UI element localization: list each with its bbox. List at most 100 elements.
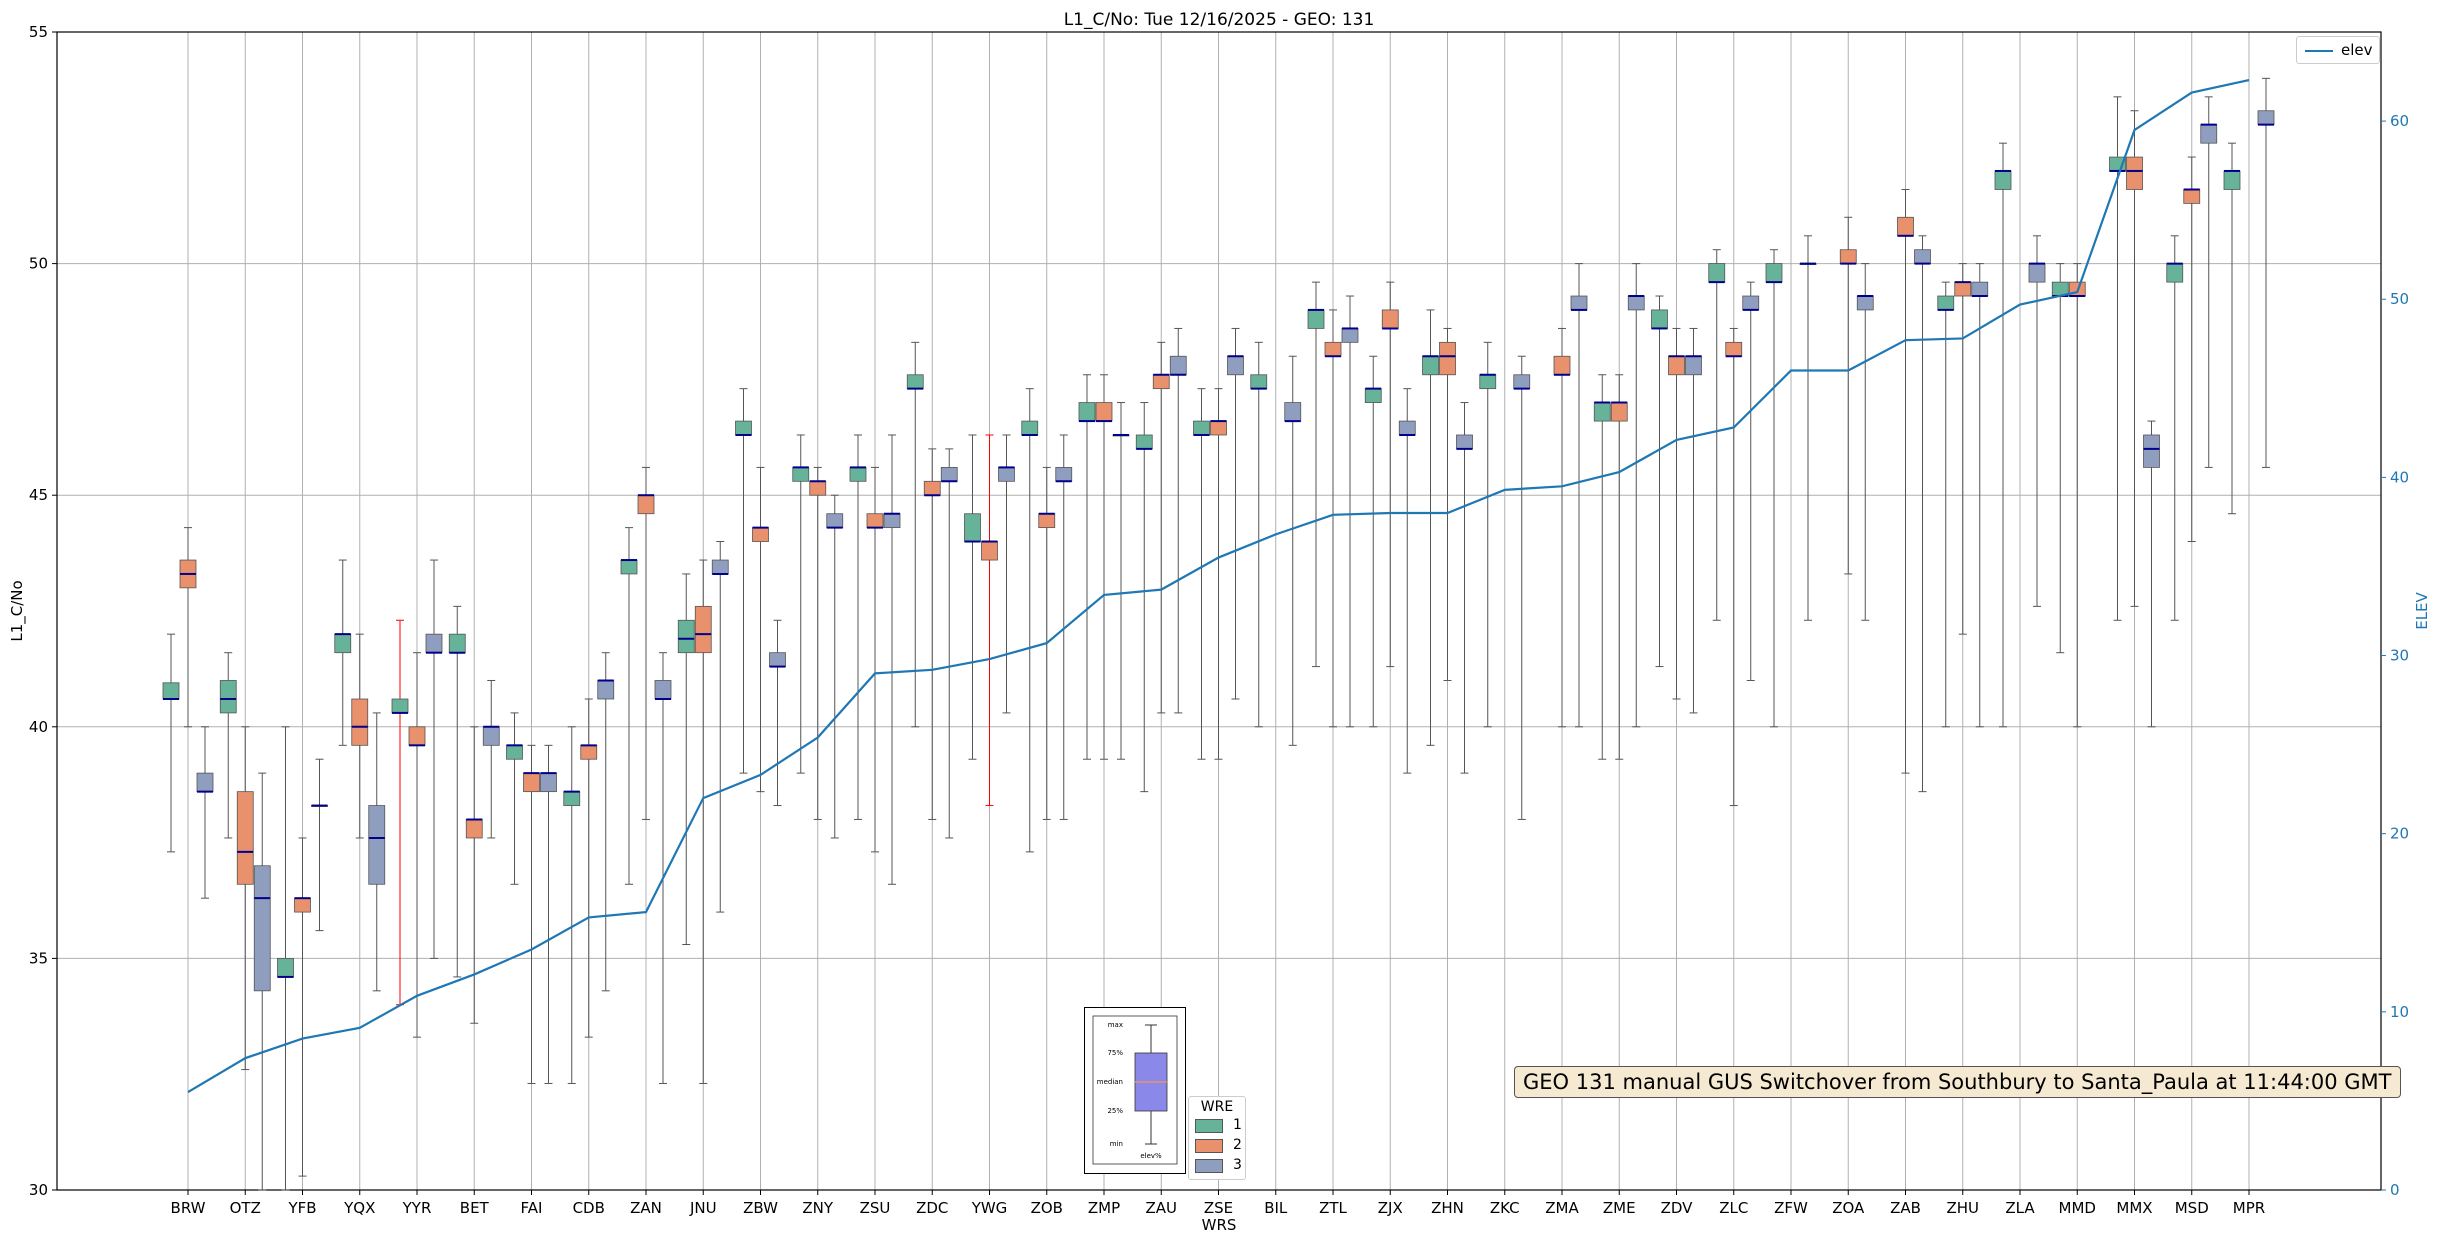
- y-tick-label: 35: [29, 949, 48, 967]
- box-plots: [162, 77, 2275, 1191]
- box-wre1: [1937, 295, 1955, 311]
- box-wre2: [523, 772, 540, 793]
- box-wre3: [1971, 281, 1989, 297]
- box-wre1: [1479, 374, 1497, 390]
- box-wre1: [162, 682, 180, 700]
- box-wre3: [253, 865, 271, 992]
- box-wre1: [1250, 374, 1268, 390]
- box-wre3: [1169, 355, 1187, 376]
- y-right-tick-label: 50: [2390, 290, 2409, 308]
- box-wre3: [1627, 295, 1645, 311]
- box-wre2: [580, 744, 598, 760]
- wre-3-swatch: [1195, 1159, 1223, 1173]
- box-wre3: [1284, 402, 1302, 422]
- box-wre1: [1593, 402, 1611, 422]
- y-tick-label: 45: [29, 486, 48, 504]
- box-wre1: [1078, 402, 1096, 422]
- x-tick-label: JNU: [689, 1199, 717, 1217]
- x-tick-label: MMD: [2059, 1199, 2096, 1217]
- x-tick-label: ZDC: [916, 1199, 948, 1217]
- x-tick-label: ZFW: [1774, 1199, 1808, 1217]
- x-tick-label: ZJX: [1378, 1199, 1403, 1217]
- y-right-tick-label: 10: [2390, 1003, 2409, 1021]
- y-tick-label: 55: [29, 23, 48, 41]
- box-wre3: [998, 467, 1015, 482]
- x-tick-label: ZHN: [1431, 1199, 1464, 1217]
- y-right-tick-label: 40: [2390, 468, 2409, 486]
- box-wre2: [1839, 249, 1857, 264]
- x-tick-label: ZME: [1603, 1199, 1636, 1217]
- key-min-label: min: [1110, 1140, 1123, 1148]
- box-wre2: [294, 897, 311, 913]
- switchover-annotation: GEO 131 manual GUS Switchover from South…: [1514, 1066, 2401, 1098]
- x-tick-label: YQX: [343, 1199, 375, 1217]
- box-wre3: [368, 805, 386, 885]
- wre-1-label: 1: [1233, 1117, 1242, 1133]
- x-tick-label: ZLA: [2005, 1199, 2035, 1217]
- box-wre1: [906, 374, 924, 390]
- box-wre1: [1651, 309, 1668, 329]
- y-axis-label: L1_C/No: [8, 580, 27, 641]
- wre-1-swatch: [1195, 1119, 1223, 1133]
- box-wre2: [1553, 355, 1571, 376]
- box-wre3: [482, 726, 500, 746]
- y-right-tick-label: 20: [2390, 825, 2409, 843]
- box-wre1: [2223, 170, 2241, 190]
- box-wre2: [694, 605, 712, 654]
- boxplot-key-diagram: max 75% median 25% min elev%: [1092, 1015, 1178, 1165]
- box-wre1: [1364, 388, 1382, 403]
- box-wre2: [1897, 216, 1914, 237]
- box-wre2: [866, 513, 884, 529]
- box-wre3: [2028, 263, 2046, 283]
- y-right-tick-label: 30: [2390, 647, 2409, 665]
- box-wre3: [711, 559, 729, 575]
- x-tick-label: ZNY: [802, 1199, 833, 1217]
- box-wre3: [1055, 467, 1073, 482]
- wre-legend: WRE 1 2 3: [1188, 1096, 1246, 1180]
- box-wre1: [964, 513, 981, 542]
- box-wre2: [1954, 281, 1972, 297]
- x-tick-label: ZOB: [1031, 1199, 1063, 1217]
- axes: BRW OTZ YFB YQX YYR BET FAI CDB ZAN JNU ZBW ZNY ZSU Z…: [29, 23, 2409, 1217]
- box-wre3: [1914, 249, 1931, 264]
- box-wre3: [940, 467, 958, 482]
- key-elev-label: elev%: [1140, 1152, 1162, 1160]
- box-wre2: [923, 480, 941, 496]
- box-wre1: [792, 467, 810, 482]
- box-wre2: [1610, 402, 1628, 422]
- box-wre1: [1708, 263, 1726, 283]
- x-tick-label: ZDV: [1661, 1199, 1694, 1217]
- box-wre2: [1439, 341, 1456, 376]
- x-tick-label: ZSE: [1204, 1199, 1233, 1217]
- x-tick-label: BIL: [1264, 1199, 1288, 1217]
- x-tick-label: BET: [460, 1199, 490, 1217]
- elev-line: [187, 79, 2250, 1093]
- box-wre1: [735, 420, 752, 436]
- box-wre1: [506, 744, 523, 760]
- x-tick-label: ZAU: [1145, 1199, 1177, 1217]
- box-wre3: [769, 652, 786, 667]
- box-wre2: [236, 791, 254, 885]
- box-wre2: [2126, 156, 2143, 190]
- box-wre1: [849, 467, 867, 482]
- box-wre3: [1685, 355, 1702, 376]
- x-tick-label: ZLC: [1719, 1199, 1748, 1217]
- box-wre3: [826, 513, 844, 529]
- box-wre3: [2200, 124, 2218, 144]
- y-right-tick-label: 0: [2390, 1181, 2400, 1199]
- box-wre3: [1398, 420, 1416, 436]
- x-tick-label: ZAB: [1890, 1199, 1921, 1217]
- x-tick-label: ZMP: [1088, 1199, 1120, 1217]
- box-wre1: [677, 619, 695, 654]
- box-wre1: [391, 698, 409, 714]
- elev-legend-line: [2305, 50, 2333, 52]
- x-tick-label: YYR: [402, 1199, 432, 1217]
- box-wre1: [1765, 263, 1783, 283]
- box-wre2: [1210, 420, 1227, 436]
- box-wre2: [465, 819, 483, 839]
- x-axis-label: WRS: [1202, 1216, 1237, 1234]
- box-wre3: [1856, 295, 1874, 311]
- box-wre1: [1135, 434, 1153, 450]
- box-wre3: [2143, 434, 2160, 468]
